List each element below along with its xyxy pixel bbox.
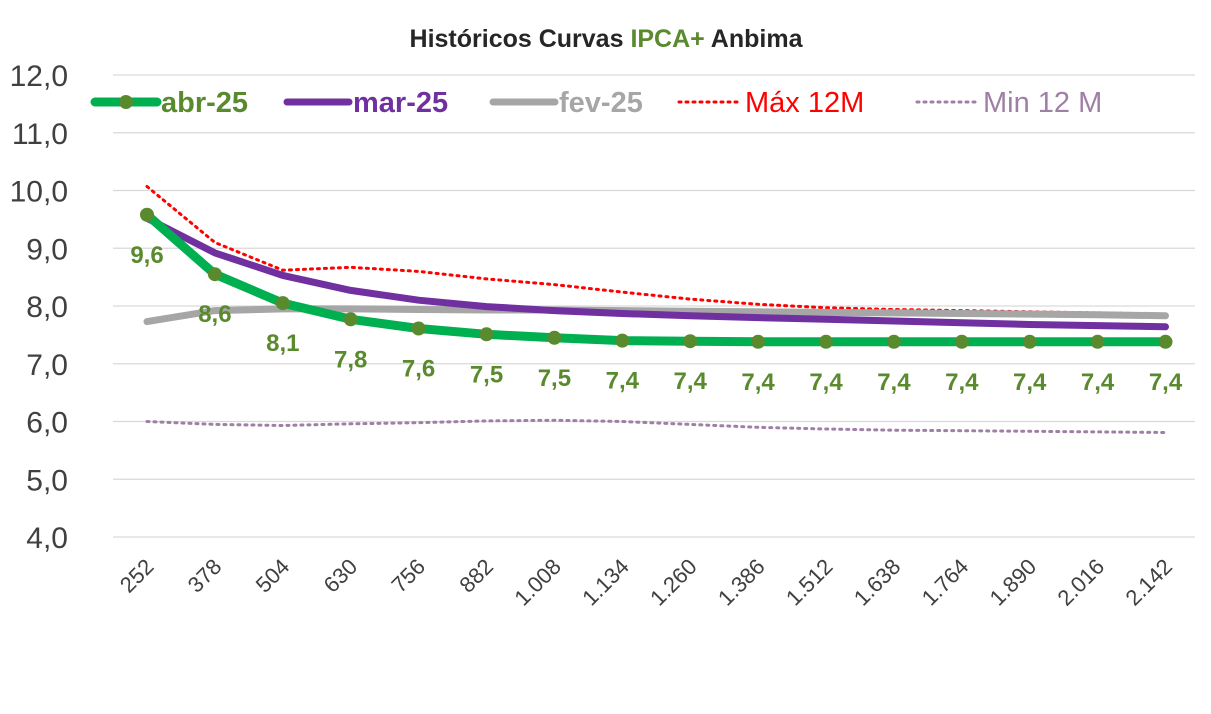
y-tick-label: 7,0: [26, 349, 68, 382]
data-label: 7,4: [741, 369, 775, 396]
x-tick-label: 1.638: [849, 554, 906, 611]
data-label: 7,5: [538, 365, 571, 392]
data-point: [819, 334, 833, 349]
data-point: [751, 334, 766, 349]
legend-label: mar-25: [353, 87, 448, 119]
series-line-mar-25: [143, 214, 1169, 331]
x-tick-label: 1.008: [509, 554, 566, 611]
x-tick-label: 378: [183, 554, 227, 598]
x-tick-label: 504: [251, 554, 295, 598]
data-label: 8,6: [198, 301, 231, 328]
data-labels: 9,6 8,6 8,1 7,8 7,6 7,5 7,5 7,4 7,4 7,4 7,4 7,4 7,4 7…: [130, 242, 1183, 396]
y-tick-label: 4,0: [26, 522, 68, 555]
y-axis-ticks: 4,0 5,0 6,0 7,0 8,0 9,0 10,0 11,0 12,0: [10, 60, 68, 555]
x-tick-label: 252: [115, 554, 159, 598]
x-tick-label: 1.890: [985, 554, 1042, 611]
legend-label: Min 12 M: [983, 87, 1102, 119]
series-line-abr-25: [142, 210, 1170, 347]
series-line-min-12-m: [145, 418, 1167, 434]
data-point: [275, 296, 290, 311]
x-tick-label: 1.512: [781, 554, 838, 611]
data-label: 7,6: [402, 356, 435, 383]
legend-marker: [119, 95, 133, 109]
data-point: [411, 321, 426, 336]
data-point: [954, 334, 969, 349]
data-label: 7,4: [674, 368, 708, 395]
data-label: 7,4: [1081, 369, 1115, 396]
data-point: [1090, 334, 1105, 349]
x-tick-label: 1.764: [917, 554, 974, 611]
x-tick-label: 882: [454, 554, 498, 598]
data-point: [615, 333, 630, 348]
x-tick-label: 2.142: [1120, 554, 1177, 611]
y-tick-label: 10,0: [10, 176, 68, 209]
x-tick-label: 756: [386, 554, 430, 598]
data-label: 8,1: [266, 330, 299, 357]
x-tick-label: 1.386: [713, 554, 770, 611]
data-point: [207, 267, 222, 282]
data-point: [1158, 334, 1173, 349]
x-tick-label: 630: [319, 554, 363, 598]
title-part-2: Anbima: [705, 25, 804, 53]
data-label: 7,5: [470, 361, 503, 388]
legend-label: fev-25: [559, 87, 643, 119]
data-point: [886, 334, 901, 349]
x-axis-ticks: 252 378 504 630 756 882 1.008 1.134 1.260 1.386 1.…: [115, 554, 1177, 611]
chart-title: Históricos Curvas IPCA+ Anbima: [410, 25, 804, 53]
data-point: [547, 330, 562, 345]
data-label: 7,8: [334, 346, 367, 373]
x-tick-label: 1.260: [645, 554, 702, 611]
series-group: [140, 185, 1173, 434]
data-point: [1022, 334, 1037, 349]
title-part-0: Históricos Curvas: [410, 25, 631, 53]
y-tick-label: 8,0: [26, 291, 68, 324]
data-point: [479, 327, 494, 342]
data-label: 7,4: [809, 369, 843, 396]
y-tick-label: 9,0: [26, 233, 68, 266]
data-label: 9,6: [130, 242, 163, 269]
y-tick-label: 12,0: [10, 60, 68, 93]
legend-label: abr-25: [161, 87, 248, 119]
data-point: [683, 334, 698, 349]
x-tick-label: 2.016: [1053, 554, 1110, 611]
title-part-1: IPCA+: [630, 25, 704, 53]
data-label: 7,4: [1149, 369, 1183, 396]
x-tick-label: 1.134: [577, 554, 634, 611]
y-tick-label: 5,0: [26, 464, 68, 497]
data-label: 7,4: [945, 369, 979, 396]
y-tick-label: 6,0: [26, 407, 68, 440]
series-line-máx-12m: [145, 185, 1167, 316]
legend-label: Máx 12M: [745, 87, 864, 119]
data-point: [140, 207, 154, 222]
data-point: [343, 312, 358, 327]
data-label: 7,4: [877, 369, 911, 396]
legend: abr-25 mar-25 fev-25 Máx 12M Min 12 M: [90, 87, 1102, 119]
y-tick-label: 11,0: [12, 118, 68, 151]
data-label: 7,4: [606, 368, 640, 395]
data-label: 7,4: [1013, 369, 1047, 396]
